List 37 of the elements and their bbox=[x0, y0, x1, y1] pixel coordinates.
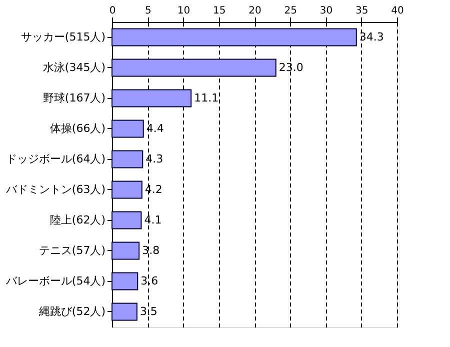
bar bbox=[112, 302, 138, 321]
data-label: 3.8 bbox=[142, 244, 160, 257]
y-tick-label: サッカー(515人) bbox=[20, 30, 106, 44]
data-label: 23.0 bbox=[278, 60, 304, 74]
y-tick-label: 野球(167人) bbox=[42, 91, 106, 104]
bar bbox=[112, 150, 144, 168]
data-label: 4.3 bbox=[146, 152, 164, 166]
x-tick-label: 15 bbox=[213, 6, 226, 16]
y-tick-label: 水泳(345人) bbox=[42, 60, 106, 74]
y-tick-label: バドミントン(63人) bbox=[4, 182, 106, 196]
bar bbox=[112, 89, 192, 108]
x-tick-label: 20 bbox=[248, 6, 262, 16]
data-label: 11.1 bbox=[194, 91, 219, 104]
y-tick-label: 体操(66人) bbox=[50, 122, 106, 135]
bar bbox=[112, 28, 357, 46]
x-tick-label: 40 bbox=[391, 6, 404, 16]
x-tick-label: 35 bbox=[356, 6, 368, 16]
bar bbox=[112, 272, 138, 290]
x-tick-label: 5 bbox=[144, 6, 152, 16]
y-tick-label: テニス(57人) bbox=[38, 244, 106, 257]
data-label: 34.3 bbox=[359, 30, 384, 44]
x-tick-label: 30 bbox=[320, 6, 333, 16]
x-tick-label: 10 bbox=[177, 6, 190, 16]
bar bbox=[112, 58, 276, 77]
x-tick-label: 0 bbox=[109, 6, 116, 16]
bar bbox=[112, 211, 142, 230]
data-label: 3.6 bbox=[140, 274, 158, 288]
bar bbox=[112, 120, 144, 138]
y-tick-label: 縄跳び(52人) bbox=[38, 304, 106, 318]
data-label: 3.5 bbox=[140, 304, 158, 318]
y-tick-label: ドッジボール(64人) bbox=[6, 152, 106, 166]
bar bbox=[112, 180, 142, 199]
x-tick-label: 25 bbox=[284, 6, 297, 16]
data-label: 4.4 bbox=[146, 122, 164, 135]
y-tick-label: 陸上(62人) bbox=[50, 213, 106, 226]
y-tick-label: バレーボール(54人) bbox=[4, 274, 106, 288]
bar bbox=[112, 242, 140, 260]
